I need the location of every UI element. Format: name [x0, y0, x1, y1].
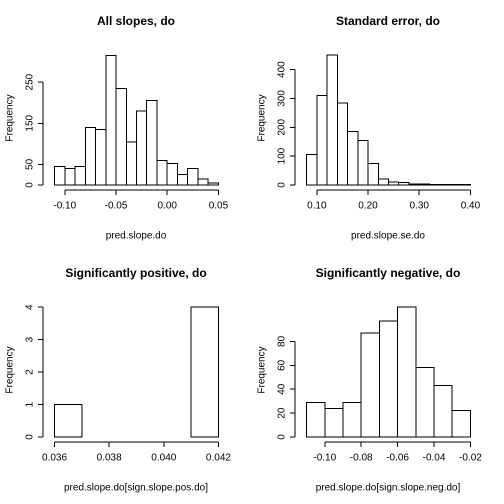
bar — [207, 182, 219, 186]
panel-title: Significantly negative, do — [316, 266, 461, 280]
y-tick-label: 0 — [277, 182, 288, 188]
bar — [166, 163, 178, 186]
bar — [125, 141, 137, 186]
bar — [451, 410, 471, 438]
bar — [306, 401, 326, 438]
x-tick-label: -0.10 — [53, 201, 76, 212]
x-tick-label: -0.10 — [313, 453, 336, 464]
bar — [342, 401, 362, 438]
x-axis-label: pred.slope.se.do — [351, 231, 425, 242]
bar — [306, 154, 318, 186]
bar — [64, 168, 76, 186]
bar — [187, 168, 199, 186]
bar — [357, 139, 369, 186]
bar — [336, 102, 349, 186]
bar — [415, 367, 435, 438]
x-tick-label: 0.036 — [42, 453, 67, 464]
y-tick-label: 150 — [25, 114, 36, 131]
bar — [433, 385, 453, 438]
bar — [190, 306, 219, 438]
x-tick-label: -0.02 — [459, 453, 482, 464]
x-tick-label: 0.40 — [461, 201, 481, 212]
bar — [377, 178, 390, 186]
y-tick-label: 20 — [277, 407, 288, 419]
x-tick-label: 0.042 — [206, 453, 231, 464]
bar — [428, 183, 441, 186]
y-tick-label: 50 — [25, 158, 36, 170]
bar — [156, 159, 168, 186]
x-tick-label: 0.10 — [307, 201, 327, 212]
panel-title: Significantly positive, do — [65, 266, 206, 280]
bar — [324, 407, 344, 438]
y-tick-label: 250 — [25, 73, 36, 90]
y-tick-label: 80 — [277, 335, 288, 347]
y-tick-label: 200 — [277, 119, 288, 136]
y-tick-label: 1 — [25, 401, 36, 407]
y-tick-label: 0 — [277, 434, 288, 440]
y-tick-label: 4 — [25, 304, 36, 310]
y-axis-label: Frequency — [5, 346, 16, 393]
y-tick-label: 0 — [25, 182, 36, 188]
bar — [367, 162, 379, 186]
x-tick-label: 0.00 — [157, 201, 177, 212]
bar — [197, 178, 209, 186]
bar — [326, 54, 338, 186]
x-tick-label: -0.04 — [423, 453, 446, 464]
bar — [95, 128, 107, 186]
bar — [176, 174, 189, 186]
y-tick-label: 40 — [277, 383, 288, 395]
x-tick-label: -0.06 — [386, 453, 409, 464]
panel-title: Standard error, do — [336, 14, 440, 28]
y-axis-label: Frequency — [5, 94, 16, 141]
x-axis-label: pred.slope.do[sign.slope.pos.do] — [64, 483, 208, 494]
x-tick-label: 0.040 — [151, 453, 176, 464]
bar — [54, 404, 83, 438]
y-tick-label: 60 — [277, 359, 288, 371]
x-axis-label: pred.slope.do — [106, 231, 167, 242]
y-axis-label: Frequency — [257, 94, 268, 141]
bar — [74, 165, 86, 186]
bar — [408, 183, 420, 186]
x-tick-label: 0.05 — [209, 201, 229, 212]
x-tick-label: 0.038 — [97, 453, 122, 464]
x-tick-label: 0.30 — [409, 201, 429, 212]
bar — [54, 165, 66, 186]
x-axis-label: pred.slope.do[sign.slope.neg.do] — [316, 483, 461, 494]
bar — [347, 131, 359, 186]
bar — [316, 95, 328, 186]
bar — [398, 182, 410, 186]
y-axis-label: Frequency — [257, 346, 268, 393]
bar — [360, 332, 380, 438]
y-tick-label: 300 — [277, 90, 288, 107]
x-tick-label: -0.05 — [105, 201, 128, 212]
bar — [378, 320, 399, 438]
y-tick-label: 100 — [277, 147, 288, 164]
y-tick-label: 0 — [25, 434, 36, 440]
bar — [418, 183, 430, 186]
bar — [136, 110, 148, 186]
bar — [84, 126, 97, 186]
bar — [105, 54, 117, 186]
y-tick-label: 2 — [25, 369, 36, 375]
panel-title: All slopes, do — [97, 14, 175, 28]
bar — [397, 306, 417, 438]
y-tick-label: 3 — [25, 336, 36, 342]
x-tick-label: 0.20 — [358, 201, 378, 212]
bar — [388, 181, 400, 186]
y-tick-label: 400 — [277, 61, 288, 78]
bar — [146, 100, 158, 186]
bar — [115, 87, 127, 186]
x-tick-label: -0.08 — [350, 453, 373, 464]
